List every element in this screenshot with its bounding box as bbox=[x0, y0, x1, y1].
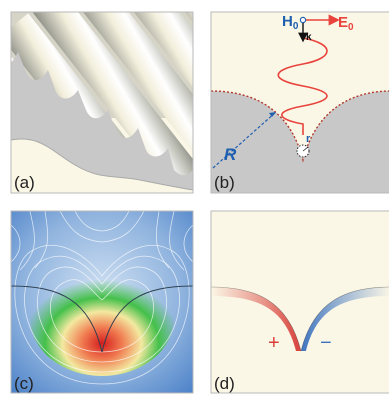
positive-charge-band bbox=[211, 287, 301, 351]
r-big-label: R bbox=[224, 145, 237, 164]
field-origin bbox=[299, 16, 307, 24]
surface-base bbox=[11, 139, 193, 193]
cusp-boundary bbox=[11, 285, 193, 353]
panel-b-label: (b) bbox=[214, 173, 235, 192]
panel-c: (c) bbox=[10, 210, 194, 394]
radius-R-line bbox=[212, 111, 277, 169]
panel-b: H0 E0 k r R (b) bbox=[210, 11, 389, 194]
plus-sign: + bbox=[268, 332, 280, 354]
panel-c-label: (c) bbox=[14, 374, 34, 393]
panel-d-label: (d) bbox=[214, 374, 235, 393]
k-label: k bbox=[306, 32, 312, 43]
panel-d: + − (d) bbox=[210, 210, 389, 394]
panel-a-label: (a) bbox=[14, 173, 35, 192]
panel-a: (a) bbox=[10, 11, 194, 194]
h0-label: H0 bbox=[282, 13, 299, 32]
cusp-boundary-d bbox=[211, 286, 389, 352]
minus-sign: − bbox=[320, 332, 332, 354]
field-hotspot bbox=[30, 260, 174, 376]
cusp-outline bbox=[211, 90, 389, 163]
negative-charge-band bbox=[301, 287, 389, 351]
cusp-surface bbox=[211, 91, 389, 193]
panel-d-background bbox=[211, 211, 389, 393]
e0-label: E0 bbox=[338, 14, 354, 33]
field-lines bbox=[11, 211, 193, 385]
r-small-label: r bbox=[306, 133, 311, 145]
incident-wave bbox=[277, 37, 328, 135]
